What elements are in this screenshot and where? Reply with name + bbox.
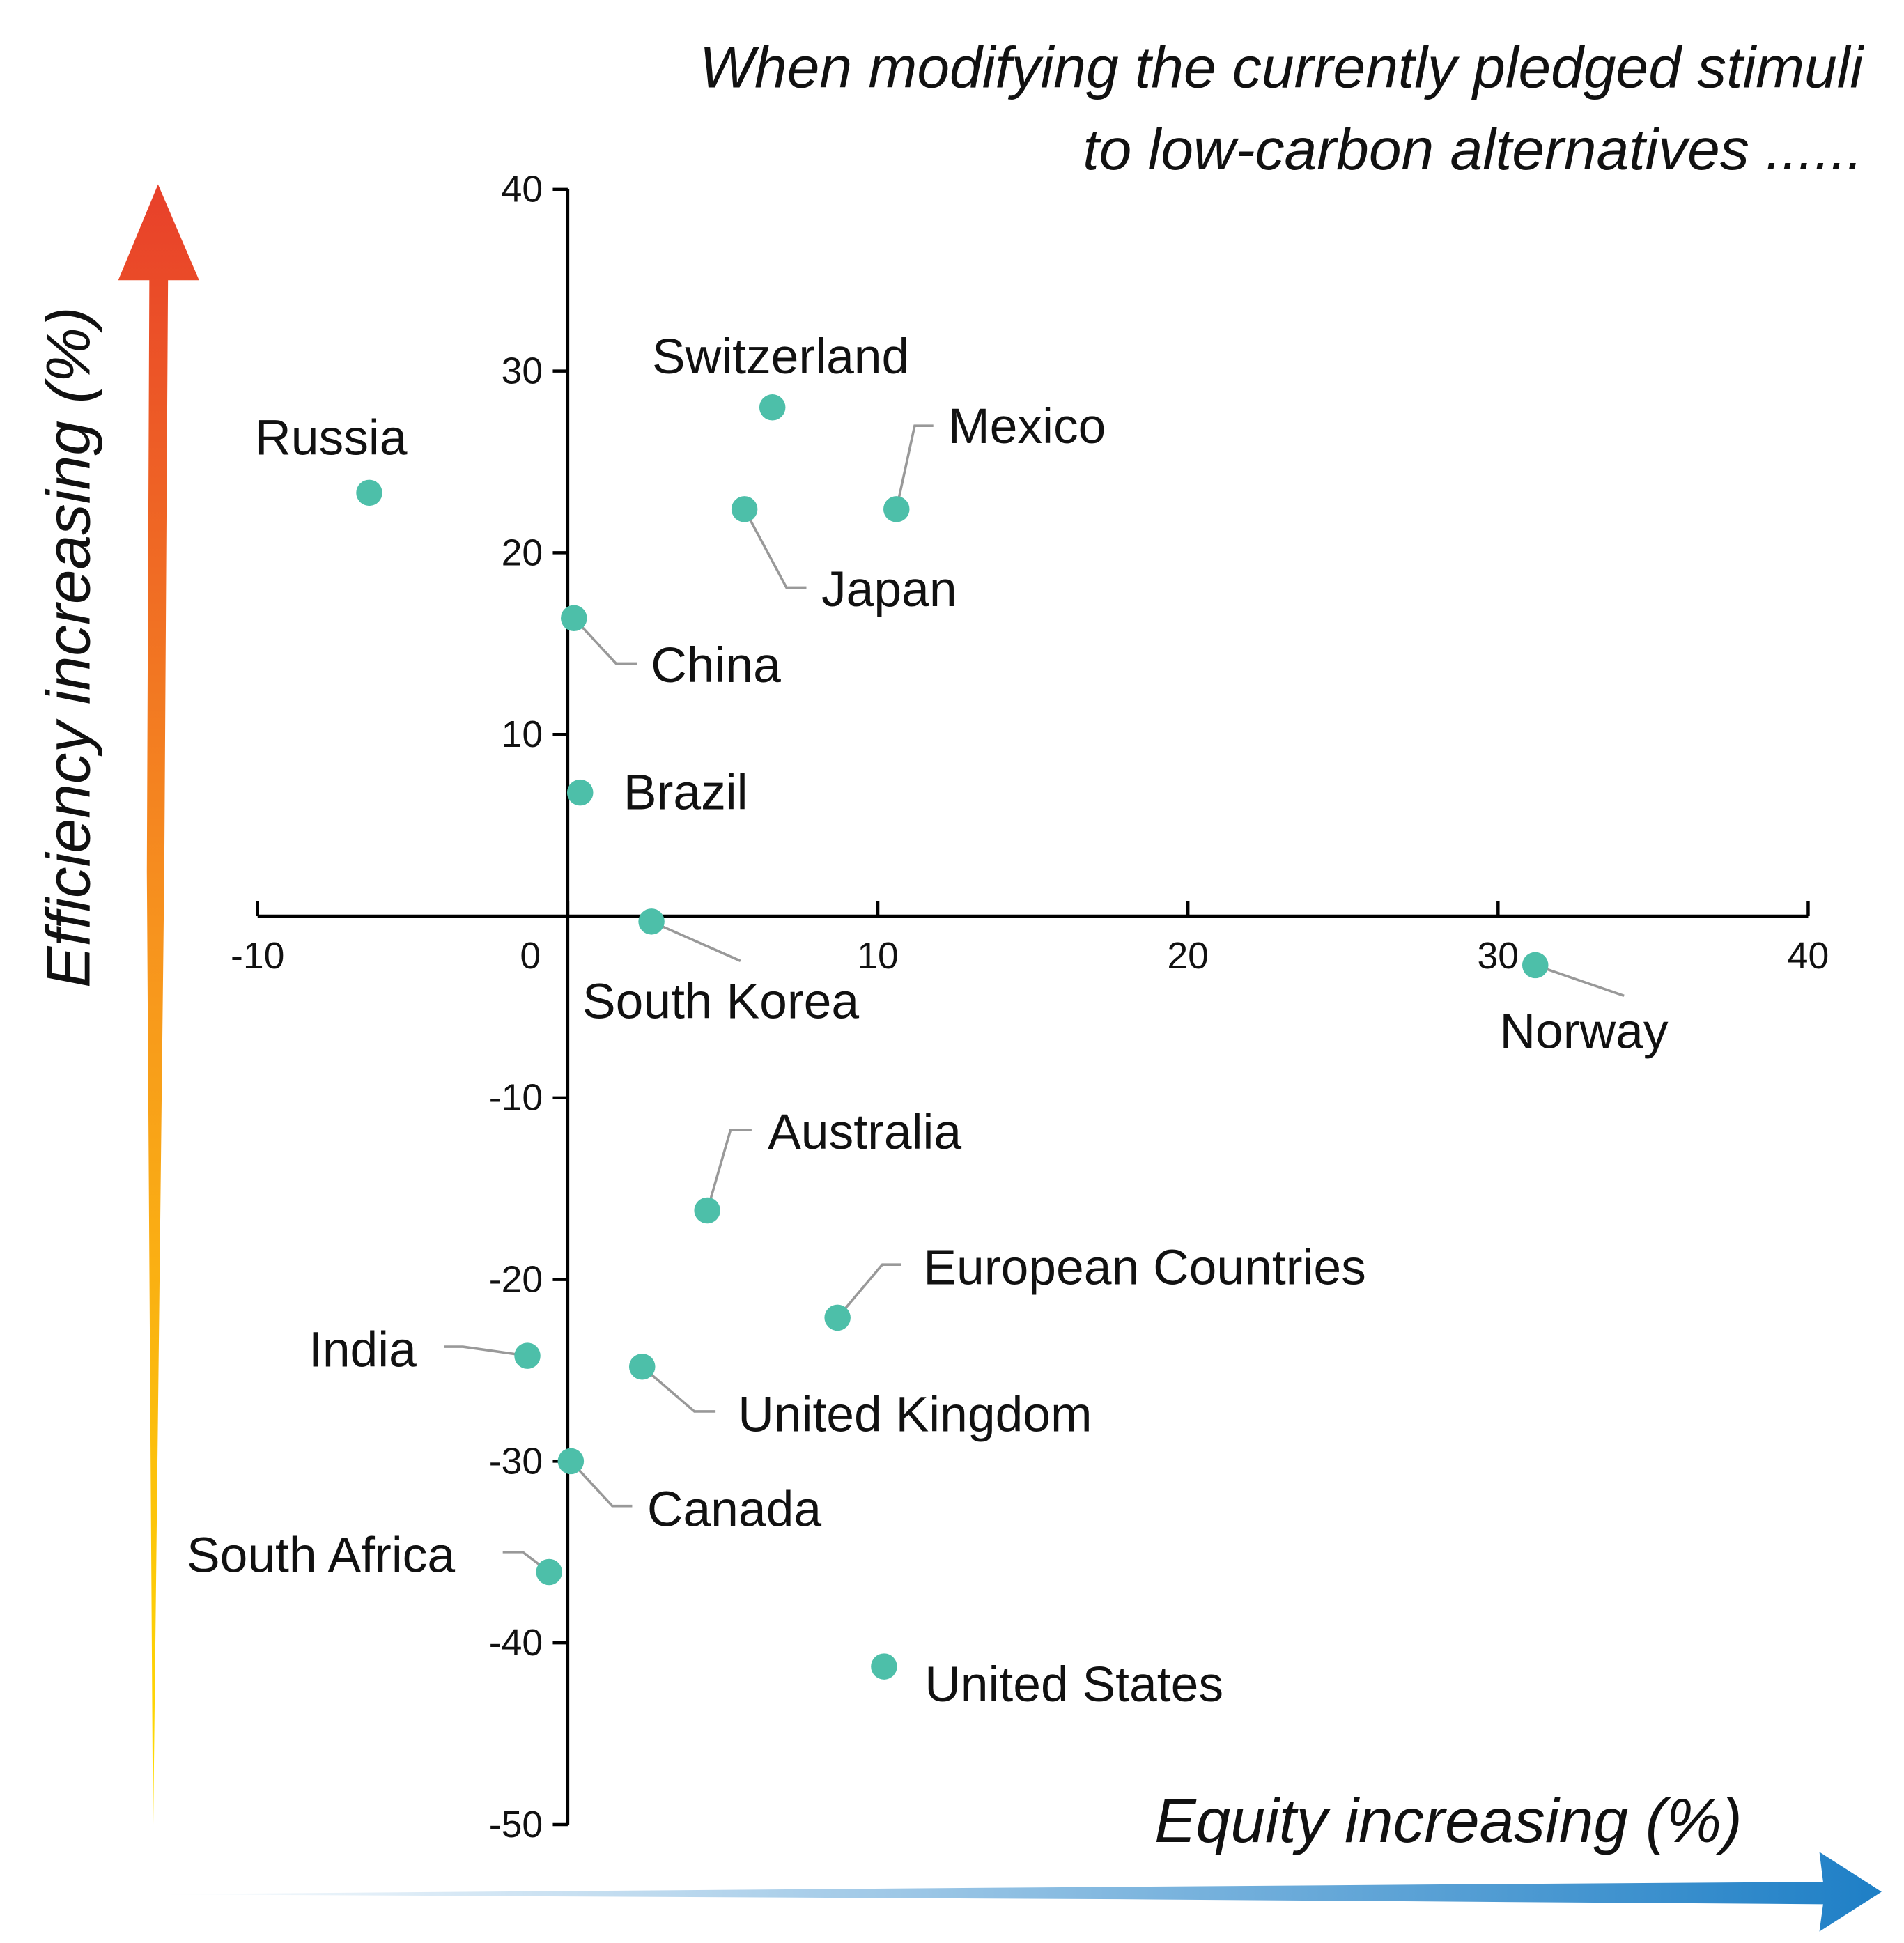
chart-title-line-1: When modifying the currently pledged sti… xyxy=(699,34,1865,100)
point-china xyxy=(561,605,587,632)
x-tick-label: 0 xyxy=(520,935,541,977)
leader-line-australia xyxy=(706,1129,752,1211)
point-brazil xyxy=(566,779,594,806)
point-label-brazil: Brazil xyxy=(624,764,748,820)
data-points xyxy=(356,394,1549,1680)
point-label-united-kingdom: United Kingdom xyxy=(738,1387,1092,1443)
point-canada xyxy=(557,1448,585,1475)
y-axis-label: Efficiency increasing (%) xyxy=(33,307,103,988)
point-european-countries xyxy=(824,1304,851,1331)
y-tick-label: -10 xyxy=(489,1077,543,1119)
point-label-india: India xyxy=(309,1322,417,1378)
point-label-china: China xyxy=(651,637,781,693)
y-tick-label: -20 xyxy=(489,1258,543,1300)
leader-line-european-countries xyxy=(836,1263,901,1319)
x-tick-label: 40 xyxy=(1788,935,1829,977)
y-tick-label: 20 xyxy=(502,532,543,573)
point-switzerland xyxy=(759,394,786,421)
point-russia xyxy=(356,479,382,506)
x-axis-label: Equity increasing (%) xyxy=(1154,1786,1742,1855)
point-india xyxy=(514,1342,541,1369)
leader-line-mexico xyxy=(895,424,934,510)
efficiency-arrow xyxy=(118,184,199,1842)
leader-lines xyxy=(444,424,1625,1573)
axes: -10 0 10 20 30 40 40 30 20 10 -10 -20 -30 -40 -50 xyxy=(231,169,1829,1845)
leader-line-south-korea xyxy=(651,920,741,962)
leader-line-india xyxy=(444,1345,528,1357)
point-label-norway: Norway xyxy=(1499,1003,1668,1059)
equity-arrow xyxy=(149,1852,1882,1932)
point-south-africa xyxy=(536,1558,562,1586)
y-tick-label: 40 xyxy=(502,169,543,210)
y-tick-label: -50 xyxy=(489,1804,543,1845)
leader-line-norway xyxy=(1535,963,1625,998)
point-labels: Russia Switzerland Mexico Japan China Brazil S… xyxy=(187,329,1669,1712)
y-tick-label: -40 xyxy=(489,1622,543,1664)
point-label-south-korea: South Korea xyxy=(582,973,859,1029)
y-tick-label: 30 xyxy=(502,350,543,392)
point-label-japan: Japan xyxy=(821,562,957,617)
point-australia xyxy=(694,1197,720,1224)
point-south-korea xyxy=(638,908,665,935)
point-united-kingdom xyxy=(628,1354,656,1380)
leader-line-china xyxy=(573,617,637,665)
point-label-south-africa: South Africa xyxy=(187,1527,455,1583)
point-united-states xyxy=(871,1653,897,1680)
x-tick-label: 10 xyxy=(857,935,899,977)
point-label-united-states: United States xyxy=(924,1657,1223,1712)
point-norway xyxy=(1522,952,1549,979)
point-japan xyxy=(731,496,758,522)
point-label-australia: Australia xyxy=(768,1104,961,1160)
y-tick-label: -30 xyxy=(489,1440,543,1482)
point-label-russia: Russia xyxy=(255,410,408,465)
leader-line-japan xyxy=(743,508,807,589)
leader-line-canada xyxy=(570,1460,633,1508)
y-tick-label: 10 xyxy=(502,713,543,755)
leader-line-united-kingdom xyxy=(641,1365,716,1413)
point-label-canada: Canada xyxy=(647,1481,822,1537)
x-tick-label: 20 xyxy=(1167,935,1209,977)
point-label-european-countries: European Countries xyxy=(923,1240,1365,1296)
point-label-switzerland: Switzerland xyxy=(652,329,909,385)
x-tick-label: 30 xyxy=(1478,935,1519,977)
point-mexico xyxy=(883,496,910,522)
x-tick-label: -10 xyxy=(231,935,284,977)
point-label-mexico: Mexico xyxy=(948,398,1106,454)
chart-title-line-2: to low-carbon alternatives ...... xyxy=(1083,116,1863,182)
